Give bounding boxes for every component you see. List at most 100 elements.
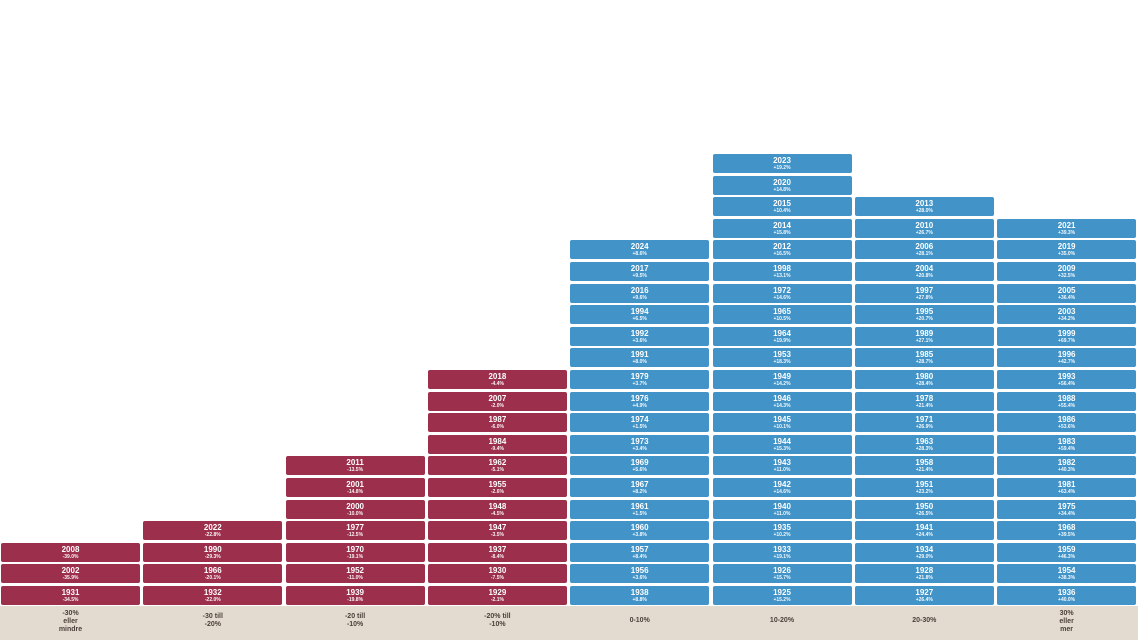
return-label: +13.1% [773,273,791,279]
year-block: 1939 -19.8% [285,586,425,605]
year-label: 1929 [488,588,507,597]
year-block: 1980 +28.4% [854,370,994,389]
return-label: +8.8% [632,597,647,603]
year-block: 1928 +21.8% [854,564,994,584]
return-label: -9.4% [490,445,504,452]
year-label: 1952 [346,566,364,576]
year-label: 1940 [773,501,791,511]
year-block: 1981 +63.4% [997,478,1137,497]
return-label: +20.7% [915,316,933,323]
year-label: 1964 [773,328,791,338]
return-label: +23.2% [915,489,933,495]
year-block: 1978 +21.4% [854,391,994,411]
year-label: 2000 [346,501,364,511]
year-block: 1973 +3.4% [570,434,710,454]
return-label: +10.4% [773,208,791,215]
year-label: 1937 [488,544,507,554]
return-label: +34.2% [1058,316,1076,323]
year-block: 1972 +14.6% [712,283,852,303]
year-label: 1963 [915,436,934,446]
year-label: 1944 [773,436,791,446]
return-label: +19.2% [773,165,791,171]
year-label: 1985 [915,350,934,360]
return-label: +1.5% [632,424,647,431]
return-label: +27.1% [915,337,933,344]
year-label: 2021 [1057,220,1076,230]
year-label: 1962 [488,458,507,468]
return-label: +20.8% [915,273,933,279]
year-label: 1947 [488,523,507,533]
year-block: 1991 +8.0% [570,348,710,368]
year-block: 1956 +3.6% [570,564,710,584]
return-label: +27.8% [915,294,933,301]
return-label: +32.5% [1058,273,1076,279]
year-block: 1995 +20.7% [854,305,994,325]
return-label: +10.2% [773,532,791,539]
year-label: 1934 [915,544,934,554]
return-label: +69.7% [1058,337,1076,344]
return-label: +5.6% [632,467,647,474]
year-label: 1965 [773,307,791,317]
year-block: 1957 +8.4% [570,542,710,562]
year-block: 1940 +11.0% [712,499,852,519]
year-label: 1983 [1057,436,1076,446]
year-block: 1938 +8.8% [570,586,710,605]
category-label: -20 till -10% [344,613,366,628]
year-label: 1955 [488,480,507,489]
return-label: -2.6% [490,489,504,495]
year-label: 2009 [1057,264,1076,273]
return-label: +26.5% [915,510,933,517]
year-label: 1933 [773,544,791,554]
year-block: 2014 +15.8% [712,218,852,238]
year-label: 2010 [915,220,934,230]
return-label: +24.4% [915,532,933,539]
return-label: +3.6% [632,337,647,344]
return-label: -4.5% [490,510,504,517]
year-label: 1960 [630,523,649,533]
return-label: +14.2% [773,381,791,387]
year-block: 2020 +14.8% [712,175,852,195]
year-label: 1927 [915,588,934,597]
year-block: 2006 +28.1% [854,240,994,260]
return-label: +21.8% [915,575,933,582]
return-label: +10.1% [773,424,791,431]
return-label: +3.7% [632,381,647,387]
year-block: 1955 -2.6% [427,478,567,497]
year-block: 1925 +15.2% [712,586,852,605]
year-label: 2023 [773,156,791,165]
return-label: +15.8% [773,229,791,236]
year-block: 2001 -14.8% [285,478,425,497]
year-block: 1945 +10.1% [712,413,852,433]
year-label: 1926 [773,566,791,576]
year-label: 1928 [915,566,934,576]
return-label: +39.5% [1058,532,1076,539]
year-label: 1925 [773,588,791,597]
year-block: 2022 -22.8% [143,521,283,541]
return-label: +28.0% [915,208,933,215]
year-block: 2011 -13.5% [285,456,425,476]
year-block: 1948 -4.5% [427,499,567,519]
return-label: +9.5% [632,273,647,279]
year-block: 2017 +9.5% [570,262,710,281]
year-block: 1990 -29.3% [143,542,283,562]
year-label: 1995 [915,307,934,317]
year-label: 2015 [773,199,791,209]
return-label: +39.3% [1058,229,1076,236]
year-label: 1930 [488,566,507,576]
return-label: +63.4% [1058,489,1076,495]
return-label: +28.1% [915,251,933,258]
year-block: 1927 +26.4% [854,586,994,605]
year-label: 1994 [630,307,649,317]
year-label: 1956 [630,566,649,576]
year-label: 2014 [773,220,791,230]
year-block: 1985 +28.7% [854,348,994,368]
return-label: +14.3% [773,402,791,409]
year-block: 2016 +9.6% [570,283,710,303]
year-block: 1950 +26.5% [854,499,994,519]
return-label: -20.1% [204,575,221,582]
return-label: +14.6% [773,294,791,301]
year-label: 2008 [61,544,80,554]
year-block: 1962 -5.1% [427,456,567,476]
return-label: +4.9% [632,402,647,409]
return-label: +26.7% [915,229,933,236]
